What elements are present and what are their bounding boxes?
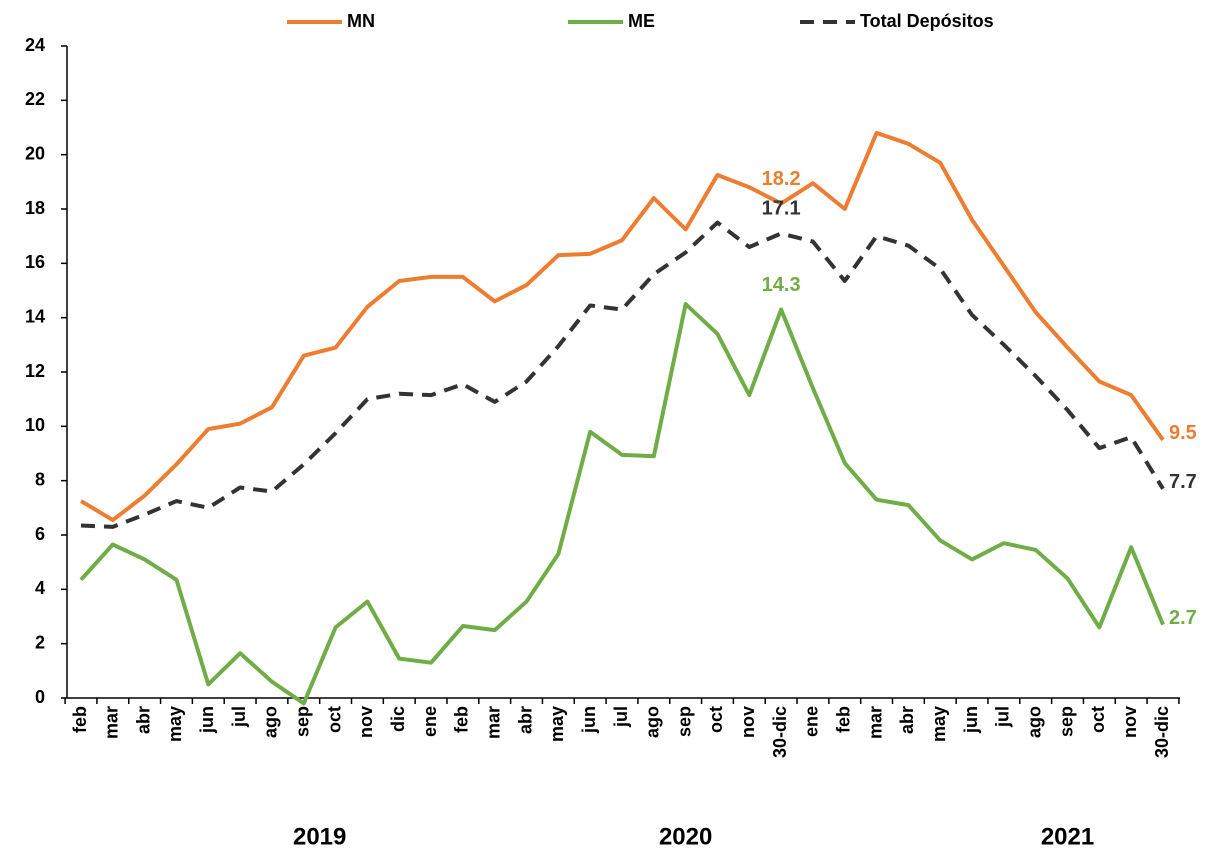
x-tick-label: oct [706,706,726,733]
x-tick-label: jun [961,706,981,734]
legend-label: Total Depósitos [860,11,994,31]
x-tick-label: sep [674,706,694,737]
x-tick-label: ago [261,706,281,738]
x-tick-label: ene [802,706,822,737]
x-tick-label: 30-dic [1152,706,1172,758]
x-tick-label: ago [643,706,663,738]
data-label: 17.1 [762,198,801,220]
data-label: 2.7 [1169,607,1197,629]
x-tick-label: abr [515,706,535,734]
x-tick-label: dic [388,706,408,732]
x-tick-label: jul [229,706,249,728]
y-tick-label: 14 [25,306,45,326]
series-line [79,302,1165,706]
y-tick-label: 2 [35,632,45,652]
x-tick-label: oct [324,706,344,733]
x-tick-label: feb [452,706,472,733]
x-tick-label: feb [834,706,854,733]
x-tick-label: nov [356,706,376,738]
y-tick-label: 20 [25,143,45,163]
series-line [79,130,1165,523]
y-tick-label: 22 [25,89,45,109]
year-label: 2019 [293,823,346,850]
x-tick-label: abr [133,706,153,734]
y-tick-label: 12 [25,361,45,381]
x-tick-label: sep [293,706,313,737]
x-tick-label: ene [420,706,440,737]
y-tick-label: 16 [25,252,45,272]
x-tick-label: jun [579,706,599,734]
x-tick-label: 30-dic [770,706,790,758]
x-tick-label: may [165,706,185,742]
x-tick-label: mar [483,706,503,739]
data-label: 18.2 [762,168,801,190]
y-tick-label: 4 [35,578,45,598]
x-tick-label: nov [738,706,758,738]
y-tick-label: 8 [35,469,45,489]
y-tick-label: 18 [25,198,45,218]
legend-label: ME [628,11,655,31]
year-label: 2020 [659,823,712,850]
data-label: 14.3 [762,274,801,296]
x-tick-label: may [929,706,949,742]
x-tick-label: ago [1024,706,1044,738]
legend-label: MN [347,11,375,31]
x-tick-label: jul [993,706,1013,728]
y-tick-label: 6 [35,524,45,544]
data-label: 9.5 [1169,422,1197,444]
x-tick-label: may [547,706,567,742]
series-line [80,220,1165,529]
y-tick-label: 10 [25,415,45,435]
x-tick-label: jun [197,706,217,734]
x-tick-label: nov [1120,706,1140,738]
x-tick-label: mar [102,706,122,739]
y-tick-label: 24 [25,35,45,55]
x-tick-label: oct [1088,706,1108,733]
x-tick-label: sep [1056,706,1076,737]
y-tick-label: 0 [35,687,45,707]
x-tick-label: mar [865,706,885,739]
x-tick-label: jul [611,706,631,728]
data-label: 7.7 [1169,471,1197,493]
year-label: 2021 [1041,823,1094,850]
x-tick-label: feb [70,706,90,733]
x-tick-label: abr [897,706,917,734]
